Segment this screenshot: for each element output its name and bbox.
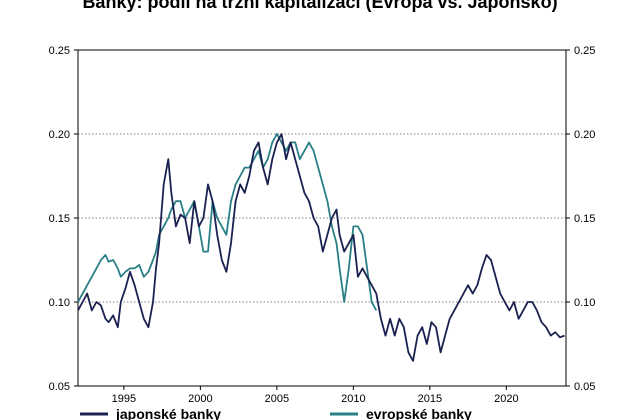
series-line-evropske-banky [77,133,378,311]
y-tick-label: 0.05 [49,381,70,393]
series-line-japonske-banky [77,133,565,362]
x-tick-label: 1995 [112,393,136,405]
y-tick-label: 0.15 [49,213,70,225]
y-tick-label-right: 0.15 [574,213,595,225]
gridlines [78,133,566,303]
y-tick-label: 0.25 [49,45,70,57]
legend: japonské banky evropské banky [80,406,472,420]
x-axis: 1995 2000 2005 2010 2015 2020 [112,386,519,405]
y-tick-label: 0.20 [49,129,70,141]
y-tick-label-right: 0.25 [574,45,595,57]
y-tick-label-right: 0.05 [574,381,595,393]
plot-area-frame [77,49,567,387]
series-lines [77,133,565,362]
y-tick-label: 0.10 [49,297,70,309]
legend-label: evropské banky [366,406,472,420]
y-axis-left: 0.05 0.10 0.15 0.20 0.25 [49,45,78,393]
x-tick-label: 2015 [418,393,442,405]
y-tick-label-right: 0.20 [574,129,595,141]
chart-title: Banky: podíl na tržní kapitalizaci (Evro… [82,0,558,12]
legend-label: japonské banky [115,406,221,420]
x-tick-label: 2005 [265,393,289,405]
x-tick-label: 2000 [188,393,212,405]
x-tick-label: 2010 [341,393,365,405]
y-tick-label-right: 0.10 [574,297,595,309]
y-axis-right: 0.05 0.10 0.15 0.20 0.25 [566,45,595,393]
x-tick-label: 2020 [494,393,518,405]
